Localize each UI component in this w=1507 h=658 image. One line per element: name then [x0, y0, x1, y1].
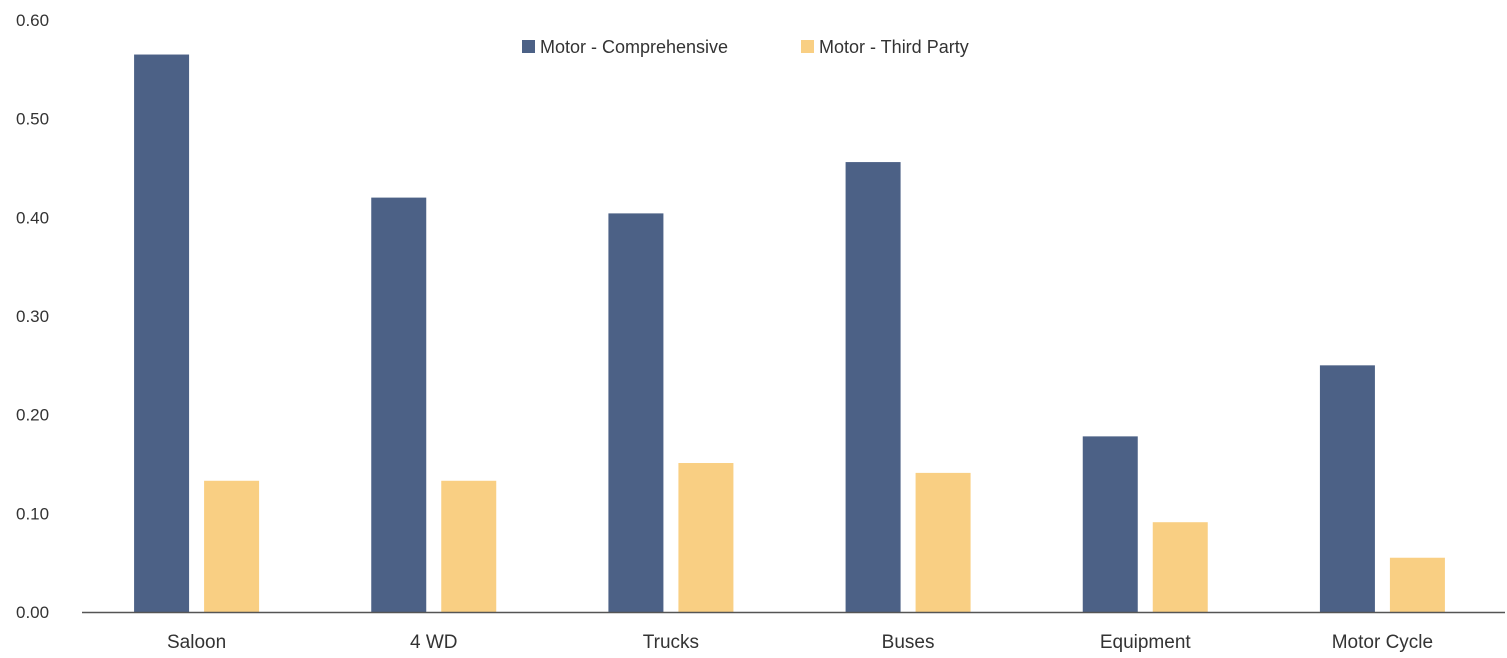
bar-third-party-4-wd	[441, 480, 497, 612]
bars-group	[134, 54, 1445, 613]
legend: Motor - Comprehensive Motor - Third Party	[522, 37, 969, 57]
bar-comprehensive-equipment	[1082, 436, 1138, 612]
y-tick-label: 0.30	[16, 307, 49, 326]
x-category-label: Equipment	[1100, 632, 1192, 653]
x-category-label: Saloon	[167, 632, 226, 653]
y-tick-label: 0.40	[16, 208, 49, 227]
y-tick-label: 0.20	[16, 406, 49, 425]
legend-swatch	[801, 40, 814, 53]
y-tick-label: 0.60	[16, 11, 49, 30]
legend-label: Motor - Comprehensive	[540, 37, 728, 57]
y-tick-label: 0.10	[16, 504, 49, 523]
y-axis-ticks: 0.00 0.10 0.20 0.30 0.40 0.50 0.60	[16, 11, 49, 622]
bar-comprehensive-trucks	[608, 213, 664, 613]
y-tick-label: 0.50	[16, 110, 49, 129]
bar-comprehensive-saloon	[134, 54, 190, 613]
bar-comprehensive-4-wd	[371, 197, 427, 612]
bar-comprehensive-motor-cycle	[1319, 365, 1375, 612]
bar-third-party-trucks	[678, 463, 734, 612]
bar-comprehensive-buses	[845, 162, 901, 612]
x-category-label: Buses	[882, 632, 935, 653]
bar-third-party-buses	[915, 472, 971, 612]
x-category-label: 4 WD	[410, 632, 458, 653]
bar-third-party-equipment	[1152, 522, 1208, 612]
bar-third-party-motor-cycle	[1389, 557, 1445, 612]
legend-label: Motor - Third Party	[819, 37, 969, 57]
x-axis-labels: Saloon 4 WD Trucks Buses Equipment Motor Cycl…	[167, 632, 1433, 653]
y-tick-label: 0.00	[16, 603, 49, 622]
legend-swatch	[522, 40, 535, 53]
x-category-label: Motor Cycle	[1332, 632, 1433, 653]
bar-third-party-saloon	[204, 480, 260, 612]
x-category-label: Trucks	[643, 632, 699, 653]
